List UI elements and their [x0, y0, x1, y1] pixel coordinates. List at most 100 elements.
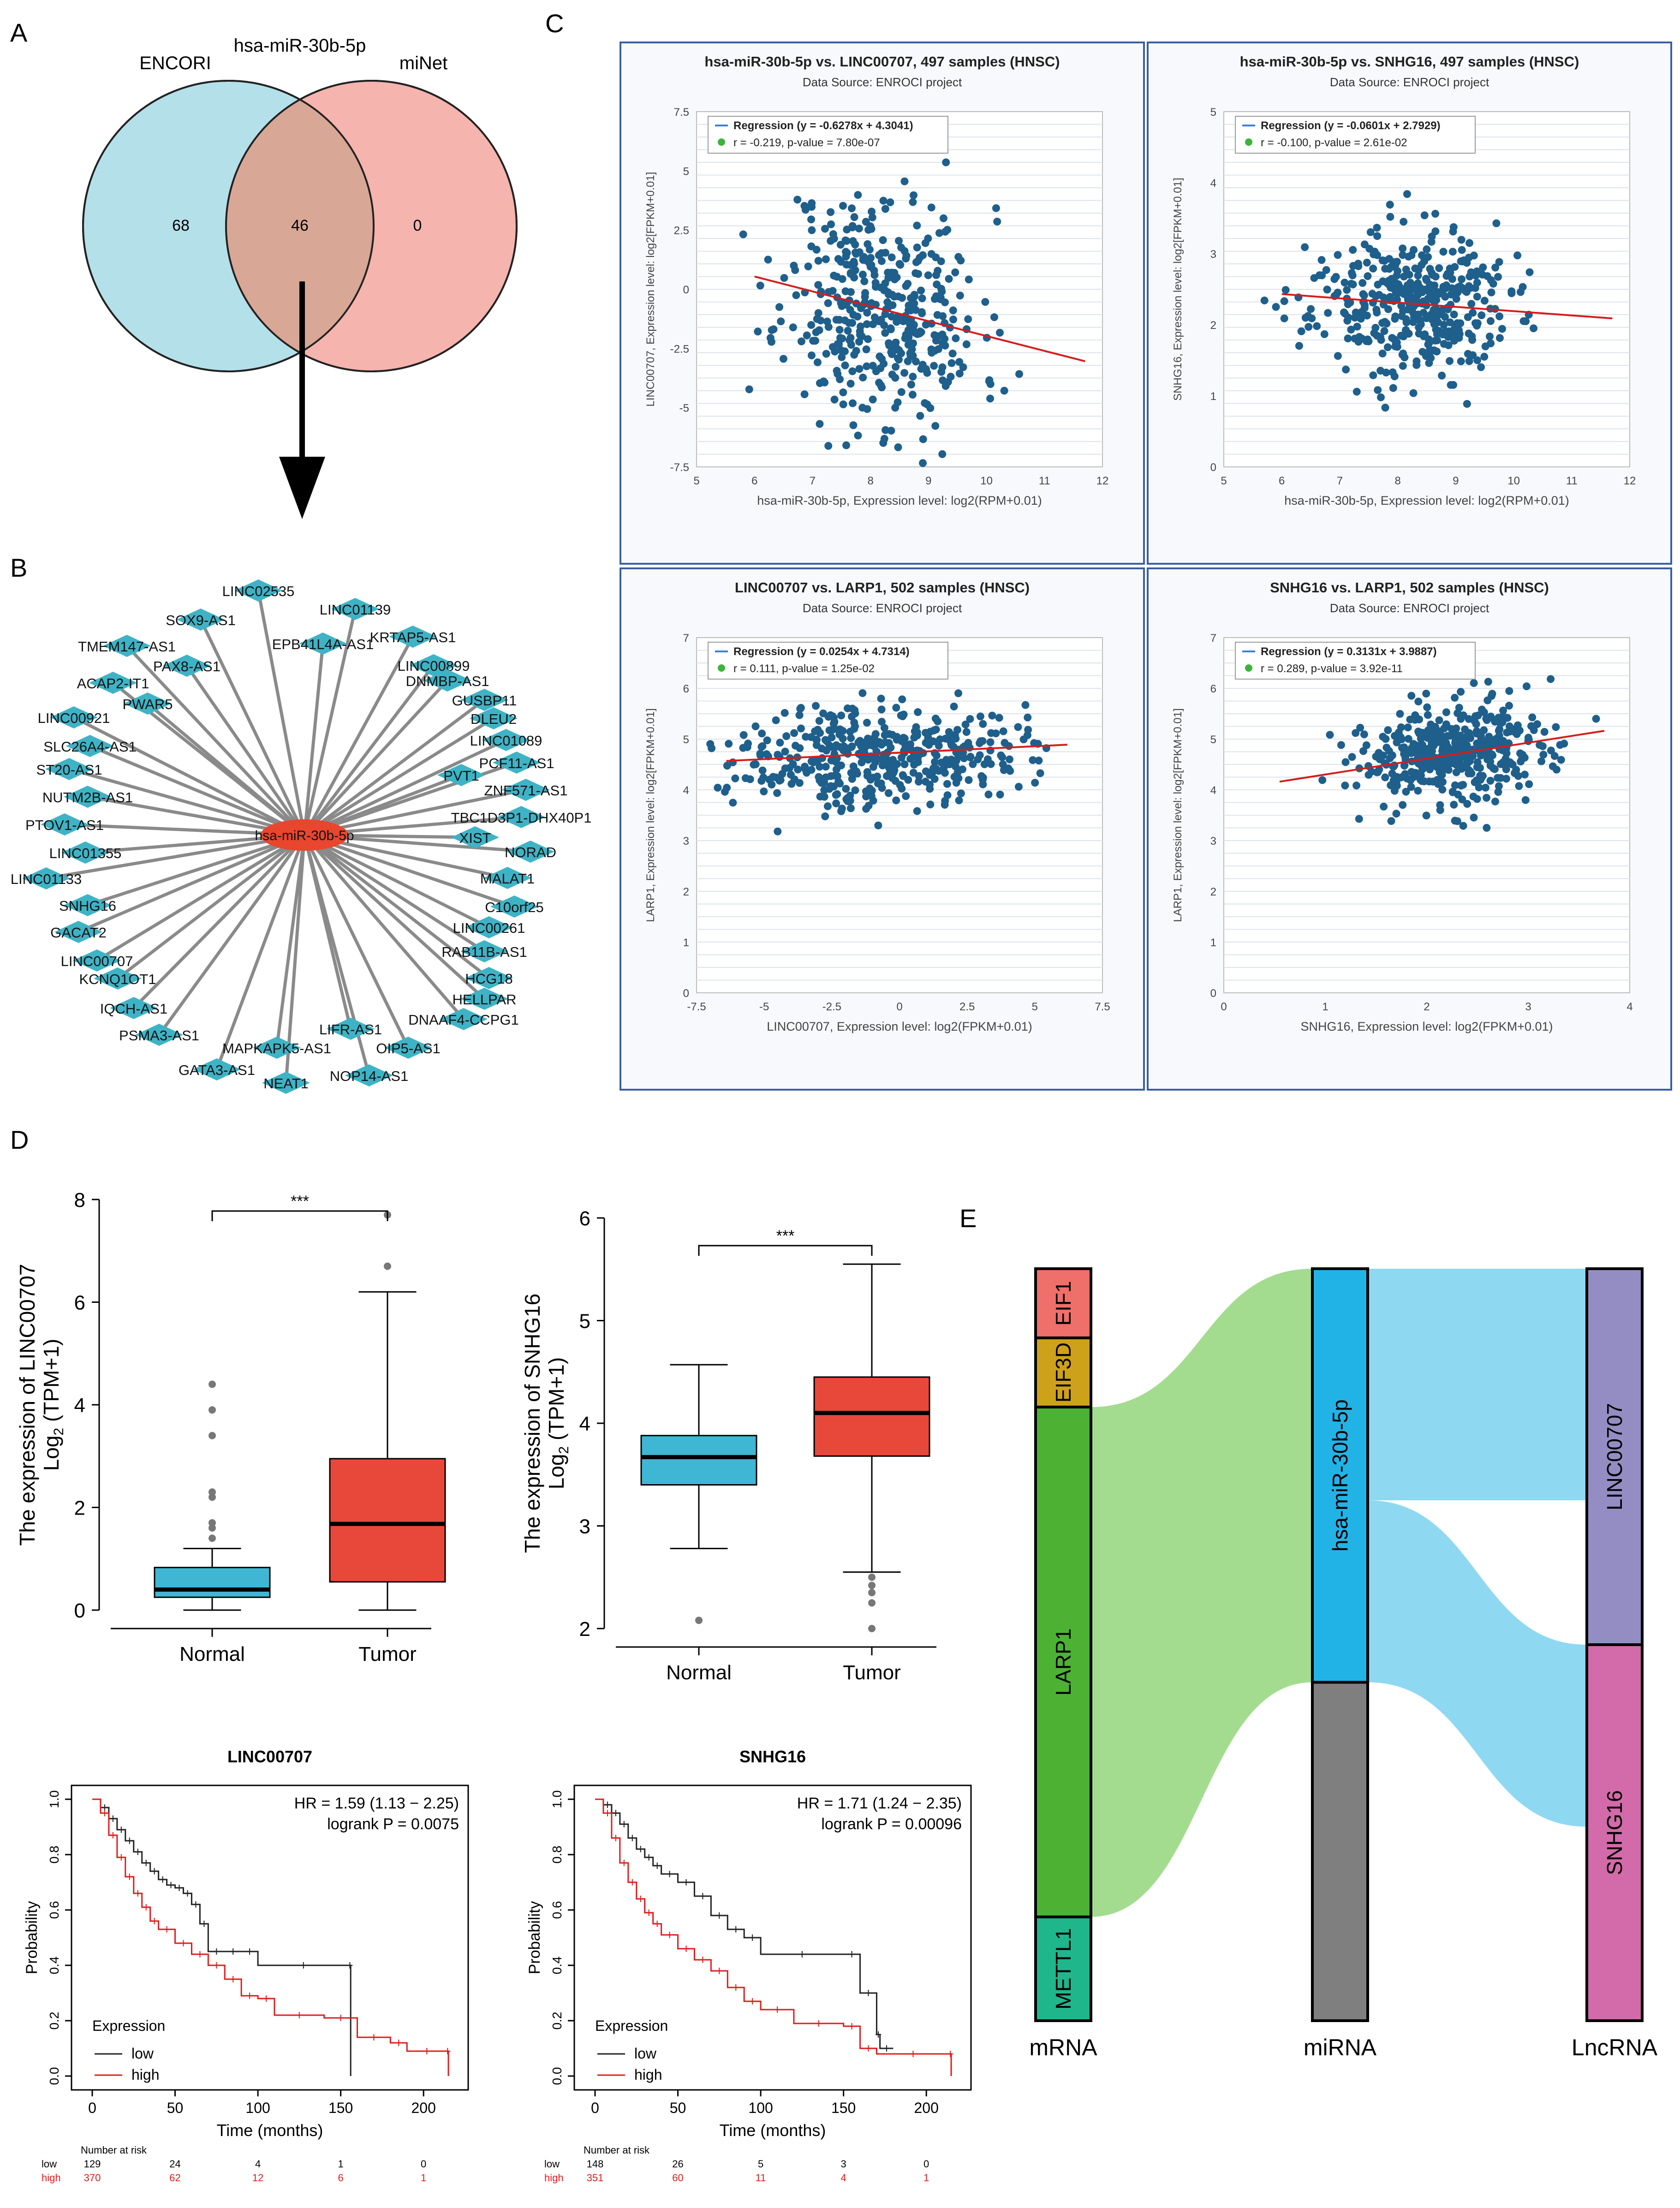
- scatter-point: [763, 750, 771, 758]
- km-x-tick: 50: [167, 2100, 184, 2116]
- scatter-point: [1499, 706, 1507, 715]
- scatter-x-tick: 11: [1566, 475, 1578, 487]
- network-node-diamond: [465, 916, 513, 938]
- scatter-point: [1530, 726, 1538, 734]
- scatter-point: [1455, 704, 1463, 712]
- km-plot-k2: SNHG16 HR = 1.71 (1.24 − 2.35) logrank P =…: [526, 1747, 972, 2184]
- scatter-legend: Regression (y = 0.0254x + 4.7314) r = 0.1…: [708, 642, 948, 680]
- scatter-point: [1465, 253, 1473, 262]
- scatter-point: [1473, 319, 1482, 328]
- boxplot-y-label-line1: The expression of LINC00707: [15, 1264, 39, 1546]
- scatter-point: [924, 271, 932, 280]
- km-y-tick: 0.2: [47, 2012, 61, 2030]
- scatter-point: [895, 260, 904, 268]
- scatter-point: [847, 204, 856, 213]
- scatter-point: [1373, 232, 1382, 240]
- scatter-point: [930, 331, 939, 339]
- scatter-legend-dot-icon: [1245, 664, 1252, 672]
- network-node-label: RAB11B-AS1: [441, 944, 527, 960]
- scatter-point: [739, 744, 747, 752]
- scatter-point: [936, 293, 945, 302]
- scatter-point: [962, 728, 971, 736]
- scatter-point: [781, 747, 789, 756]
- scatter-point: [859, 373, 867, 382]
- network-node-label: HCG18: [465, 971, 512, 987]
- scatter-point: [1432, 296, 1441, 304]
- scatter-point: [1457, 688, 1465, 696]
- scatter-point: [1411, 716, 1419, 724]
- km-x-tick: 100: [748, 2100, 773, 2116]
- boxplot-y-label: The expression of SNHG16Log2 (TPM+1): [520, 1294, 572, 1553]
- network-node-label: LINC02535: [222, 583, 295, 599]
- sankey-flow-mir-linc00707: [1368, 1269, 1587, 1501]
- scatter-point: [1592, 715, 1600, 723]
- network-node-label: DNAAF4-CCPG1: [408, 1012, 518, 1028]
- scatter-legend-stats: r = -0.219, p-value = 7.80e-07: [733, 137, 880, 149]
- scatter-point: [825, 741, 834, 750]
- km-censor-mark: [849, 1951, 855, 1957]
- scatter-point: [1381, 404, 1389, 412]
- scatter-point: [1295, 342, 1303, 350]
- km-censor-mark: [160, 1876, 166, 1883]
- scatter-subtitle: Data Source: ENROCI project: [803, 75, 962, 89]
- scatter-point: [1466, 239, 1474, 247]
- scatter-point: [1426, 760, 1435, 769]
- venn-right-label: miNet: [399, 53, 447, 73]
- scatter-point: [1397, 723, 1405, 731]
- scatter-point: [869, 320, 877, 328]
- scatter-point: [900, 177, 909, 185]
- scatter-point: [946, 760, 954, 769]
- scatter-y-tick: 7.5: [674, 106, 689, 119]
- km-risk-low-count: 24: [169, 2158, 180, 2170]
- scatter-point: [884, 789, 893, 797]
- scatter-point: [1524, 734, 1532, 742]
- scatter-point: [1334, 352, 1342, 360]
- scatter-x-tick: 12: [1096, 475, 1109, 487]
- scatter-point: [1386, 201, 1394, 209]
- network-edge: [303, 698, 486, 836]
- scatter-point: [910, 299, 918, 308]
- boxplot-group: Tumor: [329, 1211, 446, 1665]
- scatter-point: [981, 298, 989, 306]
- km-y-tick: 0.8: [550, 1846, 564, 1864]
- scatter-point: [1431, 273, 1440, 281]
- network-node-label: C10orf25: [485, 899, 544, 915]
- boxplot-y-tick: 8: [74, 1189, 85, 1211]
- boxplot-group: Normal: [154, 1380, 271, 1665]
- boxplot-y-tick: 6: [579, 1207, 590, 1230]
- scatter-x-tick: 2.5: [959, 1001, 975, 1013]
- km-frame: [573, 1784, 972, 2091]
- scatter-point: [1476, 764, 1484, 772]
- boxplot-y-label-tail: (TPM+1): [39, 1339, 63, 1428]
- scatter-point: [847, 340, 855, 349]
- scatter-point: [1486, 713, 1495, 722]
- scatter-x-tick: 9: [1453, 475, 1459, 487]
- scatter-point: [879, 236, 887, 245]
- scatter-point: [739, 731, 748, 739]
- network-node: SOX9-AS1: [166, 609, 236, 631]
- scatter-point: [1391, 732, 1399, 740]
- scatter-point: [1372, 305, 1381, 314]
- scatter-point: [768, 781, 776, 789]
- scatter-point: [917, 286, 925, 295]
- scatter-point: [1260, 296, 1269, 304]
- km-censor-mark: [947, 2051, 953, 2057]
- scatter-point: [797, 724, 805, 733]
- scatter-point: [1403, 190, 1411, 198]
- scatter-point: [1522, 682, 1531, 691]
- network-node-diamond: [460, 940, 508, 962]
- scatter-point: [882, 426, 890, 434]
- scatter-legend-box: [708, 642, 948, 680]
- scatter-point: [1456, 731, 1465, 740]
- scatter-point: [1349, 280, 1357, 289]
- scatter-y-tick: 5: [683, 734, 689, 746]
- sankey-node-label: hsa-miR-30b-5p: [1328, 1399, 1352, 1552]
- scatter-point: [950, 773, 959, 781]
- km-risk-high-count: 11: [756, 2172, 766, 2184]
- scatter-y-tick: 4: [1210, 177, 1216, 190]
- scatter-point: [902, 282, 910, 290]
- network-node-label: GATA3-AS1: [179, 1062, 255, 1078]
- km-legend-high: high: [634, 2066, 662, 2083]
- scatter-point: [1369, 371, 1377, 379]
- scatter-point: [1301, 243, 1309, 251]
